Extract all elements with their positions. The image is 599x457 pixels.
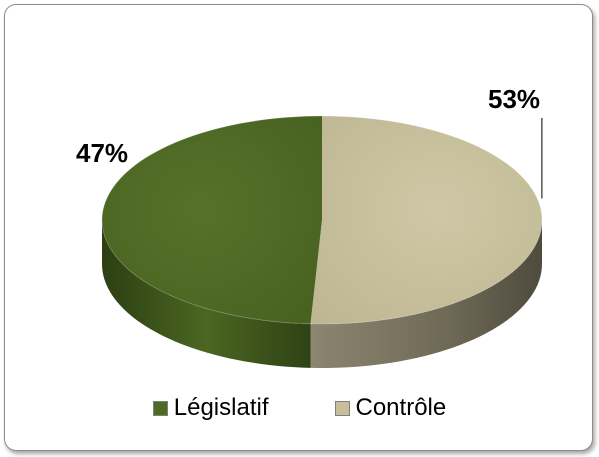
data-label-controle: 53%: [488, 84, 540, 114]
legend-item-legislatif: Législatif: [152, 394, 269, 422]
pie-side-controle: [310, 220, 542, 368]
pie-slice-controle: [310, 116, 542, 324]
pie-slice-legislatif: [102, 116, 323, 324]
pie-side-legislatif: [102, 220, 311, 368]
legend: Législatif Contrôle: [0, 394, 599, 422]
legend-label-legislatif: Législatif: [173, 394, 269, 421]
legend-swatch-legislatif: [152, 400, 168, 416]
legend-label-controle: Contrôle: [355, 394, 447, 421]
legend-item-controle: Contrôle: [334, 394, 447, 422]
pie-rim: [101, 115, 543, 325]
legend-swatch-controle: [334, 400, 350, 416]
data-label-legislatif: 47%: [76, 138, 128, 168]
